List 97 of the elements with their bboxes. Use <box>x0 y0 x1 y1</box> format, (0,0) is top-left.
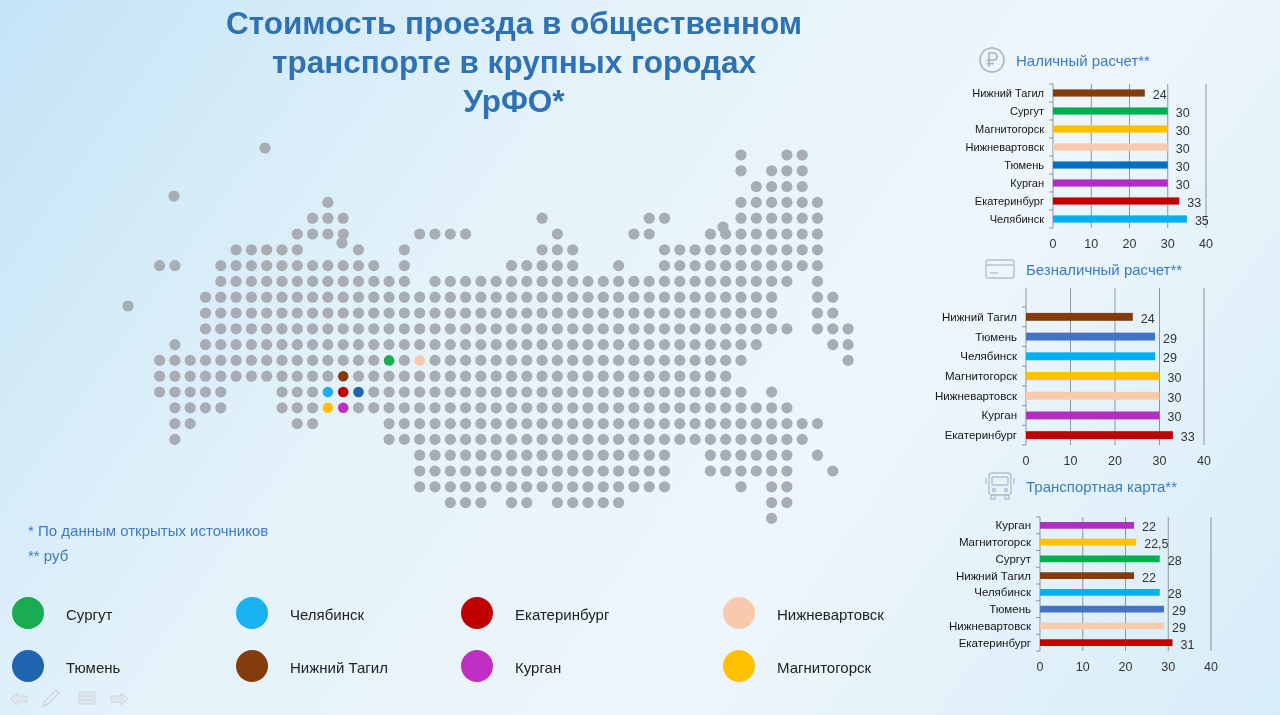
y-tick-label: Курган <box>995 519 1031 532</box>
bar <box>1053 197 1180 205</box>
data-label: 30 <box>1175 160 1190 174</box>
data-label: 24 <box>1152 88 1167 102</box>
data-label: 22 <box>1142 520 1156 535</box>
bar <box>1053 179 1168 187</box>
x-tick-label: 20 <box>1108 454 1122 468</box>
x-tick-label: 30 <box>1161 660 1176 674</box>
x-tick-label: 0 <box>1036 660 1044 674</box>
data-label: 31 <box>1180 637 1195 652</box>
x-tick-label: 40 <box>1197 454 1211 468</box>
bar <box>1053 125 1168 133</box>
y-tick-label: Курган <box>981 409 1017 422</box>
data-label: 33 <box>1180 430 1195 445</box>
chart-title: Транспортная карта** <box>1026 477 1178 495</box>
y-tick-label: Тюмень <box>975 330 1017 343</box>
category-label: Тюмень <box>66 658 121 676</box>
x-tick-label: 40 <box>1204 660 1218 674</box>
bar <box>1053 107 1168 115</box>
data-label: 30 <box>1175 124 1190 138</box>
data-label: 35 <box>1194 214 1209 228</box>
bar <box>1053 161 1168 169</box>
data-label: 30 <box>1175 106 1190 120</box>
bar <box>1040 639 1173 646</box>
text: * По данным открытых источников <box>28 521 269 539</box>
y-tick-label: Сургут <box>1010 105 1044 117</box>
text: ** руб <box>28 546 69 564</box>
y-tick-label: Екатеринбург <box>974 195 1044 207</box>
y-tick-label: Екатеринбург <box>958 636 1031 649</box>
y-tick-label: Курган <box>1010 177 1044 189</box>
bar <box>1026 391 1160 400</box>
bar <box>1026 431 1173 440</box>
data-label: 30 <box>1167 371 1182 385</box>
category-label: Курган <box>515 658 562 676</box>
x-tick-label: 10 <box>1084 237 1099 251</box>
data-label: 29 <box>1171 604 1186 619</box>
y-tick-label: Нижний Тагил <box>955 569 1031 582</box>
data-label: 30 <box>1167 390 1182 405</box>
data-label: 30 <box>1175 142 1190 156</box>
x-tick-label: 0 <box>1049 237 1057 251</box>
y-tick-label: Нижневартовск <box>949 619 1032 632</box>
y-tick-label: Екатеринбург <box>944 429 1017 442</box>
bar <box>1040 622 1164 630</box>
data-label: 22,5 <box>1144 537 1169 552</box>
data-label: 29 <box>1163 331 1177 346</box>
chart-title: Наличный расчет** <box>1016 51 1151 69</box>
bar <box>1040 555 1160 563</box>
bar <box>1026 312 1133 321</box>
data-label: 30 <box>1167 410 1182 425</box>
bar <box>1053 143 1168 151</box>
data-label: 28 <box>1167 553 1182 568</box>
y-tick-label: Магнитогорск <box>944 370 1018 382</box>
bar <box>1040 589 1160 596</box>
x-tick-label: 40 <box>1199 237 1213 251</box>
bar <box>1040 572 1135 579</box>
y-tick-label: Нижний Тагил <box>941 310 1017 323</box>
category-label: Челябинск <box>290 605 365 623</box>
y-tick-label: Тюмень <box>1004 159 1045 171</box>
data-label: 30 <box>1175 178 1190 192</box>
category-label: Нижневартовск <box>777 605 885 623</box>
bar <box>1053 215 1187 223</box>
bar <box>1026 372 1160 380</box>
bar <box>1026 352 1156 361</box>
y-tick-label: Челябинск <box>960 350 1018 363</box>
data-label: 22 <box>1142 570 1156 585</box>
data-label: 24 <box>1140 311 1155 326</box>
x-tick-label: 0 <box>1022 454 1030 468</box>
data-label: 29 <box>1171 620 1186 635</box>
bar <box>1026 411 1160 420</box>
y-tick-label: Сургут <box>995 552 1032 565</box>
y-tick-label: Магнитогорск <box>958 536 1032 549</box>
x-tick-label: 30 <box>1152 454 1167 468</box>
chart-title: Безналичный расчет** <box>1026 260 1183 278</box>
y-tick-label: Нижневартовск <box>935 389 1018 402</box>
category-label: Сургут <box>66 605 113 623</box>
data-label: 33 <box>1187 196 1202 210</box>
x-tick-label: 20 <box>1122 237 1137 251</box>
y-tick-label: Нижний Тагил <box>972 87 1044 99</box>
y-tick-label: Нижневартовск <box>965 141 1045 153</box>
x-tick-label: 10 <box>1075 660 1090 674</box>
category-label: Екатеринбург <box>515 605 610 623</box>
data-label: 29 <box>1163 351 1177 366</box>
x-tick-label: 20 <box>1118 660 1133 674</box>
bar <box>1040 522 1135 529</box>
data-label: 28 <box>1167 587 1182 602</box>
y-tick-label: Магнитогорск <box>975 123 1045 135</box>
category-label: Нижний Тагил <box>290 658 388 676</box>
x-tick-label: 30 <box>1160 237 1175 251</box>
bar <box>1053 89 1145 97</box>
y-tick-label: Челябинск <box>974 586 1032 599</box>
text: Стоимость проезда в общественном транспорте в крупных городах УрФО* <box>225 5 803 119</box>
y-tick-label: Челябинск <box>989 213 1045 225</box>
y-tick-label: Тюмень <box>989 603 1031 616</box>
bar <box>1026 332 1156 341</box>
x-tick-label: 10 <box>1063 454 1078 468</box>
bar <box>1040 605 1164 613</box>
category-label: Магнитогорск <box>777 658 872 676</box>
